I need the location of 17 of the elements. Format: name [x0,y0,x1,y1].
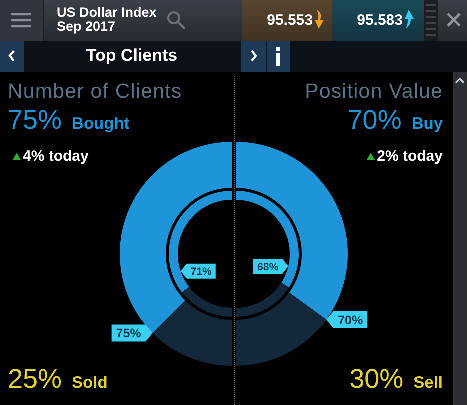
text: Top Clients [85,46,179,66]
text: 25% Sold [8,364,108,394]
text: Sep 2017 [57,19,116,34]
text: 95.553 [266,12,313,29]
text: 70% Buy [348,105,443,135]
data-label: 70% [338,313,364,328]
data-label: 71% [190,266,213,278]
text: 95.583 [356,12,403,29]
data-label: 68% [258,261,280,274]
text: US Dollar Index [57,5,157,20]
data-label: 75% [116,326,142,341]
chart-title: Number of Clients [8,80,182,104]
text: 4% today [23,148,89,165]
text: 30% Sell [350,364,443,394]
chart-title: Position Value [305,80,443,104]
text: 75% Bought [8,105,130,135]
text: 2% today [377,148,443,165]
